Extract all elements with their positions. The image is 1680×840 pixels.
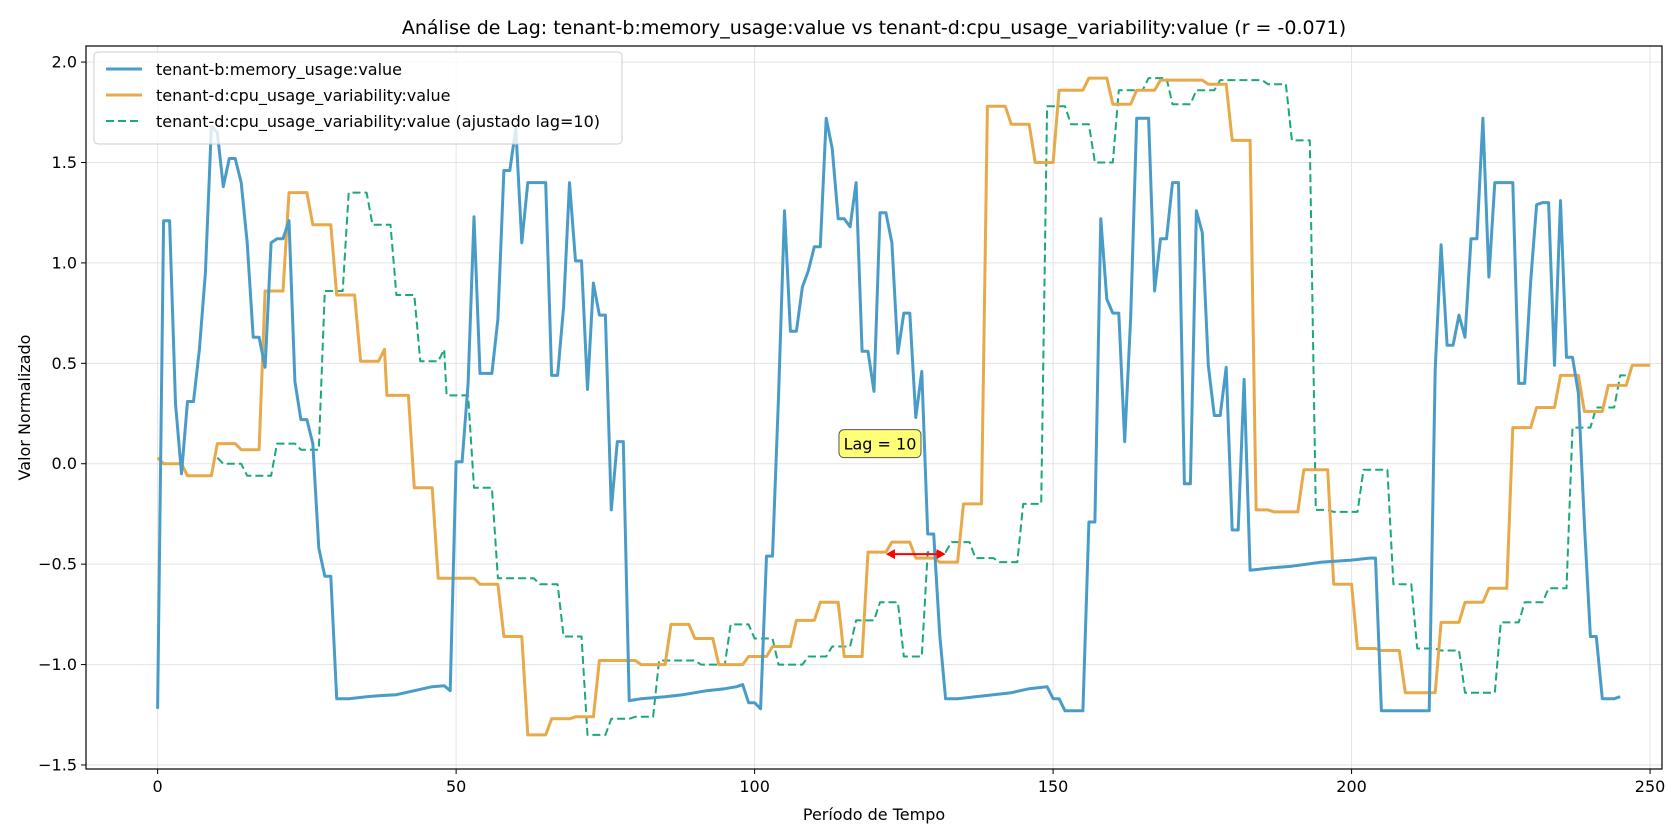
lag-arrow-head-right [936,549,946,560]
series-line-2 [216,77,1627,736]
lag-annotation-box [838,429,922,459]
lag-arrow-head-left [885,549,895,560]
y-axis-label: Valor Normalizado [15,335,34,481]
x-tick-label: 200 [1336,777,1367,796]
tick-layer: 0 50 100 150 200 250 −1.5 −1.0 −0.5 0.0 0.5 1.0 1.5 2… [38,53,1665,796]
x-tick-label: 150 [1038,777,1069,796]
legend-label: tenant-d:cpu_usage_variability:value [156,86,450,106]
plot-frame [85,45,1663,770]
y-tick-label: 1.0 [52,253,77,272]
y-tick-label: 0.0 [52,454,77,473]
y-tick-label: 1.5 [52,153,77,172]
y-tick-label: −1.0 [38,655,77,674]
y-tick-label: 2.0 [52,53,77,72]
x-tick-label: 50 [446,777,466,796]
annotation-layer: Lag = 10 [838,429,946,560]
series-line-0 [156,116,1621,713]
legend: tenant-b:memory_usage:value tenant-d:cpu_… [93,51,623,145]
series-line-1 [156,76,1651,737]
x-axis-label: Período de Tempo [803,805,945,824]
lag-annotation-label: Lag = 10 [844,435,917,454]
legend-label: tenant-b:memory_usage:value [156,60,402,80]
x-tick-label: 250 [1635,777,1666,796]
legend-label: tenant-d:cpu_usage_variability:value (aj… [156,112,600,132]
series-layer [156,76,1651,737]
legend-box [93,51,623,145]
y-tick-label: −1.5 [38,755,77,774]
y-tick-label: 0.5 [52,354,77,373]
x-tick-label: 100 [739,777,770,796]
chart-title: Análise de Lag: tenant-b:memory_usage:va… [402,17,1346,39]
x-tick-label: 0 [153,777,163,796]
y-tick-label: −0.5 [38,555,77,574]
